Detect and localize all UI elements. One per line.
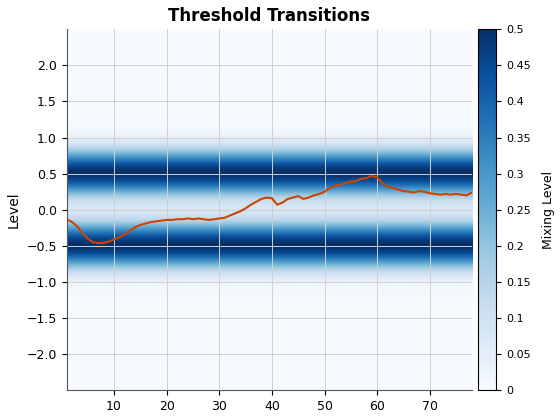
Y-axis label: Level: Level (7, 192, 21, 228)
Title: Threshold Transitions: Threshold Transitions (169, 7, 370, 25)
Y-axis label: Mixing Level: Mixing Level (542, 171, 555, 249)
